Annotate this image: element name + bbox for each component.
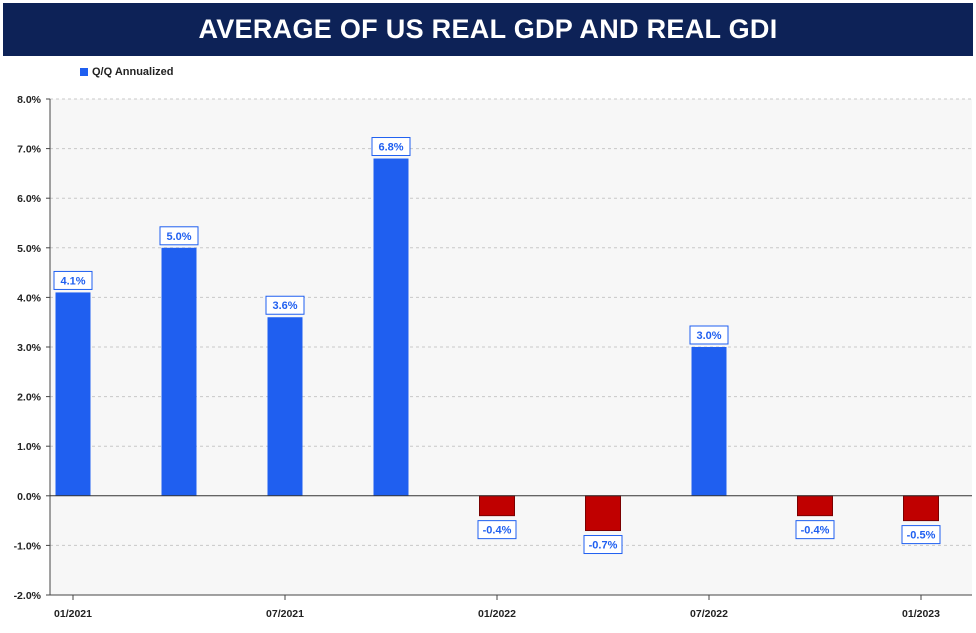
bar: [797, 495, 833, 517]
data-label: 3.0%: [696, 330, 721, 342]
y-tick-label: 0.0%: [17, 491, 42, 503]
data-label-box: [265, 295, 305, 315]
y-tick-label: 4.0%: [17, 292, 42, 304]
bar: [691, 347, 727, 496]
bar: [267, 317, 303, 496]
data-label-box: [53, 270, 93, 290]
data-label-box: [901, 525, 941, 545]
bar: [903, 495, 939, 522]
x-tick-label: 01/2022: [478, 608, 516, 620]
y-tick-label: -2.0%: [14, 590, 42, 602]
y-tick-label: 3.0%: [17, 342, 42, 354]
y-tick-label: -1.0%: [14, 540, 42, 552]
data-label: -0.4%: [801, 525, 830, 537]
data-label-box: [477, 520, 517, 540]
data-label-box: [371, 137, 411, 157]
y-tick-label: 6.0%: [17, 193, 42, 205]
data-label-box: [795, 520, 835, 540]
data-label-box: [159, 226, 199, 246]
bar: [55, 292, 91, 496]
legend: Q/Q Annualized: [80, 66, 174, 78]
y-tick-label: 7.0%: [17, 144, 42, 156]
data-label-box: [583, 535, 623, 555]
data-label: 3.6%: [272, 300, 297, 312]
bar: [161, 247, 197, 496]
data-label: -0.4%: [483, 525, 512, 537]
y-tick-label: 5.0%: [17, 243, 42, 255]
x-tick-label: 07/2022: [690, 608, 728, 620]
data-label: 6.8%: [378, 142, 403, 154]
data-label: 4.1%: [60, 275, 85, 287]
x-tick-label: 01/2023: [902, 608, 940, 620]
legend-label: Q/Q Annualized: [92, 66, 174, 78]
bar: [373, 158, 409, 496]
data-label-box: [689, 325, 729, 345]
legend-swatch: [80, 68, 88, 76]
bar: [479, 495, 515, 517]
data-label: 5.0%: [166, 231, 191, 243]
x-tick-label: 01/2021: [54, 608, 92, 620]
y-tick-label: 2.0%: [17, 392, 42, 404]
data-label: -0.7%: [589, 540, 618, 552]
data-label: -0.5%: [907, 530, 936, 542]
y-tick-label: 8.0%: [17, 94, 42, 106]
bar: [585, 495, 621, 532]
chart-title: AVERAGE OF US REAL GDP AND REAL GDI: [198, 14, 778, 44]
x-tick-label: 07/2021: [266, 608, 304, 620]
y-tick-label: 1.0%: [17, 441, 42, 453]
chart-title-bar: AVERAGE OF US REAL GDP AND REAL GDI: [3, 3, 973, 56]
